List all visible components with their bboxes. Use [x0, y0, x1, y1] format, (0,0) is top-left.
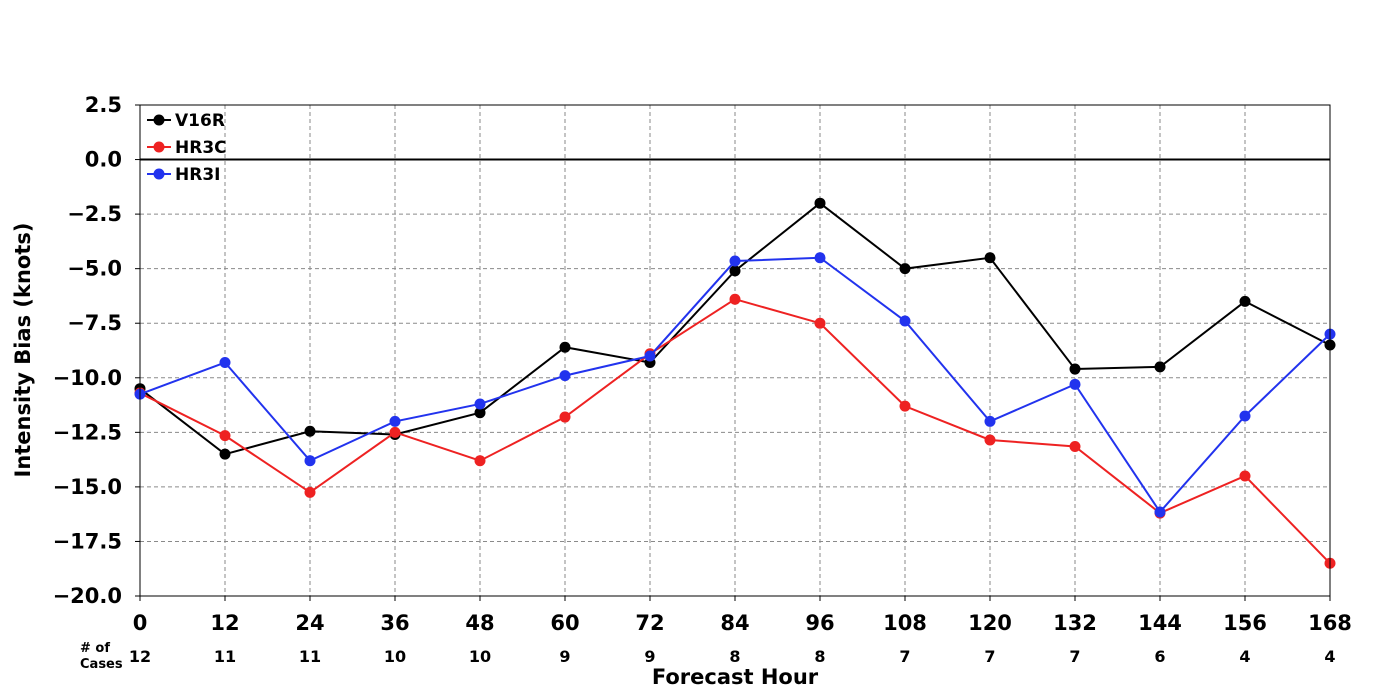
case-count-1: 11 [214, 647, 236, 666]
data-point-v16r-48 [474, 407, 486, 419]
data-point-v16r-24 [304, 425, 316, 437]
y-tick-label-5: −10.0 [53, 366, 122, 390]
data-point-hr3i-72 [644, 350, 656, 362]
x-tick-label-8: 96 [805, 611, 834, 635]
data-point-v16r-132 [1069, 363, 1081, 375]
legend: V16R HR3C HR3I [147, 111, 227, 185]
data-point-hr3c-48 [474, 455, 486, 467]
data-point-hr3c-96 [814, 317, 826, 329]
legend-item-v16r: V16R [147, 111, 225, 131]
data-point-hr3i-84 [729, 255, 741, 267]
y-tick-label-8: −17.5 [53, 529, 122, 553]
case-count-7: 8 [729, 647, 740, 666]
case-count-labels: 12 11 11 10 10 9 9 8 8 7 7 7 6 4 4 [129, 647, 1336, 666]
x-tick-label-0: 0 [133, 611, 148, 635]
data-point-hr3i-120 [984, 415, 996, 427]
cases-title-line1: # of [80, 641, 110, 656]
data-point-hr3i-144 [1154, 506, 1166, 518]
data-point-v16r-144 [1154, 361, 1166, 373]
legend-marker-hr3i [153, 168, 165, 180]
case-count-8: 8 [814, 647, 825, 666]
y-tick-labels: 2.5 0.0 −2.5 −5.0 −7.5 −10.0 −12.5 −15.0 −17.5 −2… [53, 93, 140, 608]
x-tick-label-1: 12 [210, 611, 239, 635]
data-point-hr3c-108 [899, 400, 911, 412]
x-tick-label-12: 144 [1138, 611, 1182, 635]
case-count-0: 12 [129, 647, 151, 666]
x-tick-label-14: 168 [1308, 611, 1352, 635]
y-tick-label-0: 2.5 [85, 93, 122, 117]
y-tick-label-2: −2.5 [67, 202, 122, 226]
data-point-hr3c-12 [219, 430, 231, 442]
data-point-hr3i-132 [1069, 378, 1081, 390]
data-point-hr3i-96 [814, 252, 826, 264]
data-point-v16r-84 [729, 265, 741, 277]
x-tick-label-6: 72 [635, 611, 664, 635]
case-count-4: 10 [469, 647, 491, 666]
case-count-9: 7 [899, 647, 910, 666]
data-point-hr3c-60 [559, 411, 571, 423]
case-count-13: 4 [1239, 647, 1250, 666]
legend-item-hr3i: HR3I [147, 165, 220, 185]
data-point-v16r-156 [1239, 295, 1251, 307]
case-count-2: 11 [299, 647, 321, 666]
y-tick-label-1: 0.0 [85, 148, 122, 172]
data-point-v16r-108 [899, 263, 911, 275]
data-point-hr3c-36 [389, 426, 401, 438]
y-axis-title: Intensity Bias (knots) [11, 223, 35, 478]
legend-marker-v16r [153, 114, 165, 126]
x-tick-label-7: 84 [720, 611, 749, 635]
x-tick-label-10: 120 [968, 611, 1012, 635]
legend-label-hr3i: HR3I [175, 165, 220, 185]
grid-lines [139, 104, 1331, 597]
series-hr3i [134, 252, 1336, 518]
data-point-hr3i-156 [1239, 410, 1251, 422]
x-tick-label-2: 24 [295, 611, 324, 635]
y-tick-label-3: −5.0 [67, 257, 122, 281]
cases-title-line2: Cases [80, 657, 123, 672]
data-point-v16r-12 [219, 448, 231, 460]
case-count-12: 6 [1154, 647, 1165, 666]
case-count-5: 9 [559, 647, 570, 666]
x-tick-label-11: 132 [1053, 611, 1097, 635]
data-point-v16r-96 [814, 197, 826, 209]
y-tick-label-9: −20.0 [53, 584, 122, 608]
legend-label-hr3c: HR3C [175, 138, 227, 158]
legend-item-hr3c: HR3C [147, 138, 227, 158]
case-count-10: 7 [984, 647, 995, 666]
y-tick-label-4: −7.5 [67, 311, 122, 335]
x-tick-label-3: 36 [380, 611, 409, 635]
x-tick-label-5: 60 [550, 611, 579, 635]
case-count-6: 9 [644, 647, 655, 666]
x-tick-label-13: 156 [1223, 611, 1267, 635]
data-point-hr3i-36 [389, 415, 401, 427]
x-tick-label-4: 48 [465, 611, 494, 635]
case-count-14: 4 [1324, 647, 1335, 666]
data-point-v16r-120 [984, 252, 996, 264]
data-point-hr3c-156 [1239, 470, 1251, 482]
x-axis-title: Forecast Hour [652, 665, 819, 689]
data-point-hr3i-108 [899, 315, 911, 327]
data-point-hr3i-48 [474, 398, 486, 410]
data-point-hr3i-60 [559, 370, 571, 382]
y-tick-label-7: −15.0 [53, 475, 122, 499]
data-point-hr3c-84 [729, 293, 741, 305]
data-point-hr3c-132 [1069, 441, 1081, 453]
legend-label-v16r: V16R [175, 111, 225, 131]
x-tick-labels: 0 12 24 36 48 60 72 84 96 108 120 132 144 156 168 [133, 596, 1352, 635]
data-point-hr3c-24 [304, 486, 316, 498]
x-tick-label-9: 108 [883, 611, 927, 635]
case-count-3: 10 [384, 647, 406, 666]
series-layer [134, 197, 1336, 569]
y-tick-label-6: −12.5 [53, 420, 122, 444]
case-count-11: 7 [1069, 647, 1080, 666]
data-point-v16r-60 [559, 341, 571, 353]
data-point-hr3c-120 [984, 434, 996, 446]
data-point-hr3i-12 [219, 357, 231, 369]
data-point-hr3i-24 [304, 455, 316, 467]
legend-marker-hr3c [153, 141, 165, 153]
